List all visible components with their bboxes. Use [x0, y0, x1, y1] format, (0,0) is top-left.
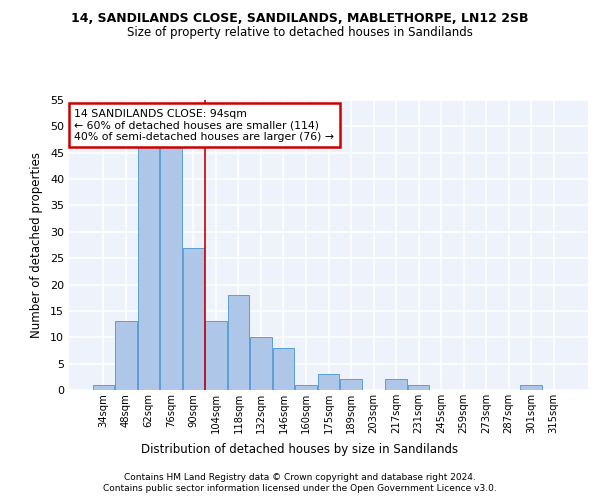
Bar: [137, 148, 159, 390]
Bar: [92, 384, 114, 390]
Bar: [205, 322, 227, 390]
Bar: [228, 295, 249, 390]
Bar: [182, 248, 204, 390]
Bar: [318, 374, 339, 390]
Bar: [273, 348, 294, 390]
Bar: [408, 384, 429, 390]
Text: Contains public sector information licensed under the Open Government Licence v3: Contains public sector information licen…: [103, 484, 497, 493]
Text: Size of property relative to detached houses in Sandilands: Size of property relative to detached ho…: [127, 26, 473, 39]
Text: 14, SANDILANDS CLOSE, SANDILANDS, MABLETHORPE, LN12 2SB: 14, SANDILANDS CLOSE, SANDILANDS, MABLET…: [71, 12, 529, 26]
Text: Contains HM Land Registry data © Crown copyright and database right 2024.: Contains HM Land Registry data © Crown c…: [124, 472, 476, 482]
Bar: [520, 384, 542, 390]
Bar: [250, 338, 272, 390]
Text: Distribution of detached houses by size in Sandilands: Distribution of detached houses by size …: [142, 442, 458, 456]
Bar: [160, 148, 182, 390]
Y-axis label: Number of detached properties: Number of detached properties: [30, 152, 43, 338]
Bar: [385, 380, 407, 390]
Bar: [295, 384, 317, 390]
Bar: [340, 380, 362, 390]
Bar: [115, 322, 137, 390]
Text: 14 SANDILANDS CLOSE: 94sqm
← 60% of detached houses are smaller (114)
40% of sem: 14 SANDILANDS CLOSE: 94sqm ← 60% of deta…: [74, 108, 334, 142]
